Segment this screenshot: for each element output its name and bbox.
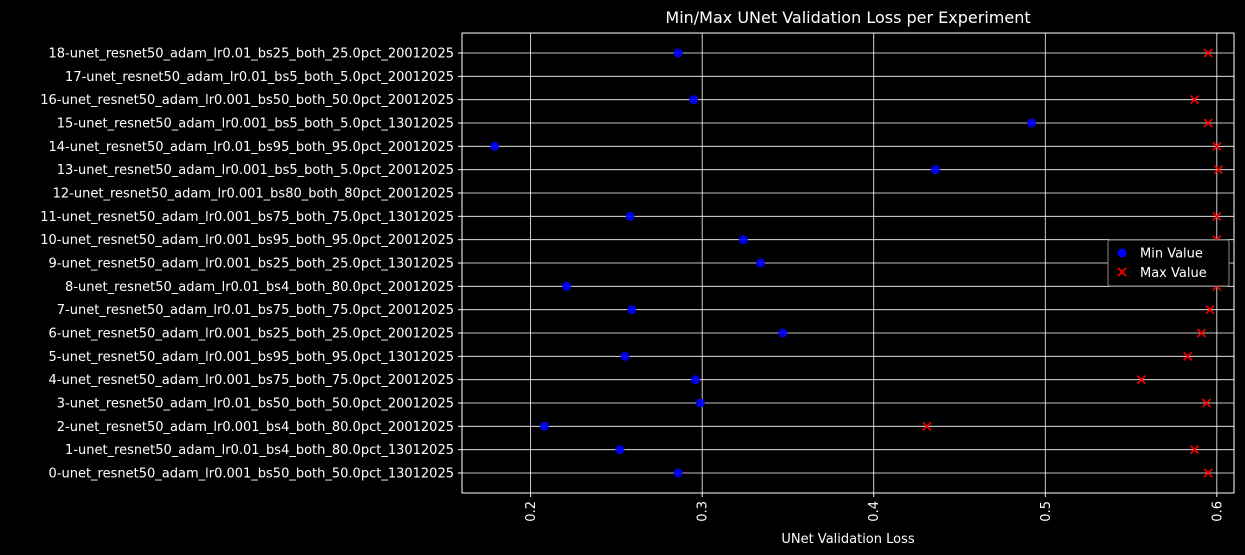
y-tick-label: 16-unet_resnet50_adam_lr0.001_bs50_both_…: [40, 93, 454, 108]
y-tick-label: 6-unet_resnet50_adam_lr0.001_bs25_both_2…: [49, 327, 454, 342]
min-value-point: [673, 48, 683, 58]
min-value-point: [930, 165, 940, 175]
max-value-point: [1212, 141, 1222, 151]
max-value-point: [1196, 328, 1207, 338]
min-value-point: [562, 281, 572, 291]
min-value-point: [738, 235, 748, 245]
min-value-point: [756, 258, 766, 268]
x-tick-label: 0.2: [524, 501, 539, 522]
y-tick-label: 13-unet_resnet50_adam_lr0.001_bs5_both_5…: [57, 163, 454, 178]
y-tick-label: 10-unet_resnet50_adam_lr0.001_bs95_both_…: [40, 233, 454, 248]
y-tick-label: 11-unet_resnet50_adam_lr0.001_bs75_both_…: [40, 210, 454, 225]
max-value-point: [1205, 305, 1215, 315]
y-tick-label: 2-unet_resnet50_adam_lr0.001_bs4_both_80…: [57, 420, 454, 435]
x-tick-label: 0.4: [867, 501, 882, 522]
min-value-point: [689, 95, 699, 105]
legend-box: [1107, 239, 1230, 287]
min-value-point: [539, 421, 549, 431]
legend: Min Value Max Value: [1107, 239, 1230, 287]
y-tick-label: 7-unet_resnet50_adam_lr0.01_bs75_both_75…: [57, 303, 454, 318]
legend-max-marker: [1117, 267, 1127, 277]
y-tick-labels: 0-unet_resnet50_adam_lr0.001_bs50_both_5…: [40, 47, 462, 482]
x-tick-labels: 0.2 0.3 0.4 0.5 0.6: [524, 493, 1225, 522]
max-value-point: [1183, 351, 1193, 361]
min-value-point: [690, 375, 700, 385]
max-value-point: [922, 421, 932, 431]
y-tick-label: 8-unet_resnet50_adam_lr0.01_bs4_both_80.…: [65, 280, 454, 295]
max-value-point: [1213, 165, 1224, 175]
max-value-point: [1189, 445, 1200, 455]
x-tick-label: 0.6: [1210, 501, 1225, 522]
y-tick-label: 9-unet_resnet50_adam_lr0.001_bs25_both_2…: [49, 257, 454, 272]
y-tick-label: 15-unet_resnet50_adam_lr0.001_bs5_both_5…: [57, 117, 454, 132]
min-value-point: [620, 351, 630, 361]
y-tick-label: 14-unet_resnet50_adam_lr0.01_bs95_both_9…: [49, 140, 454, 155]
min-value-point: [490, 141, 500, 151]
y-tick-label: 17-unet_resnet50_adam_lr0.01_bs5_both_5.…: [65, 70, 454, 85]
y-tick-label: 3-unet_resnet50_adam_lr0.01_bs50_both_50…: [57, 397, 454, 412]
y-tick-label: 12-unet_resnet50_adam_lr0.001_bs80_both_…: [53, 187, 454, 202]
max-value-point: [1136, 375, 1146, 385]
x-tick-label: 0.5: [1039, 501, 1054, 522]
y-tick-label: 1-unet_resnet50_adam_lr0.01_bs4_both_80.…: [65, 443, 454, 458]
max-value-point: [1203, 118, 1213, 128]
max-value-point: [1203, 468, 1213, 478]
y-tick-label: 0-unet_resnet50_adam_lr0.001_bs50_both_5…: [49, 467, 454, 482]
max-value-point: [1201, 398, 1212, 408]
max-value-point: [1203, 48, 1213, 58]
max-value-point: [1212, 211, 1222, 221]
y-tick-label: 18-unet_resnet50_adam_lr0.01_bs25_both_2…: [49, 47, 454, 62]
min-value-point: [625, 211, 635, 221]
legend-min-label: Min Value: [1140, 247, 1203, 262]
legend-min-marker: [1117, 248, 1127, 258]
x-tick-label: 0.3: [696, 501, 711, 522]
min-value-point: [627, 305, 637, 315]
chart-title: Min/Max UNet Validation Loss per Experim…: [665, 8, 1030, 27]
min-value-point: [1027, 118, 1037, 128]
legend-max-label: Max Value: [1140, 266, 1207, 281]
y-tick-label: 5-unet_resnet50_adam_lr0.001_bs95_both_9…: [49, 350, 454, 365]
max-value-point: [1189, 95, 1200, 105]
x-axis-label: UNet Validation Loss: [781, 532, 915, 547]
min-value-point: [673, 468, 683, 478]
grid: [462, 33, 1234, 493]
min-value-point: [695, 398, 705, 408]
y-tick-label: 4-unet_resnet50_adam_lr0.001_bs75_both_7…: [49, 373, 454, 388]
min-value-point: [778, 328, 788, 338]
min-value-point: [615, 445, 625, 455]
